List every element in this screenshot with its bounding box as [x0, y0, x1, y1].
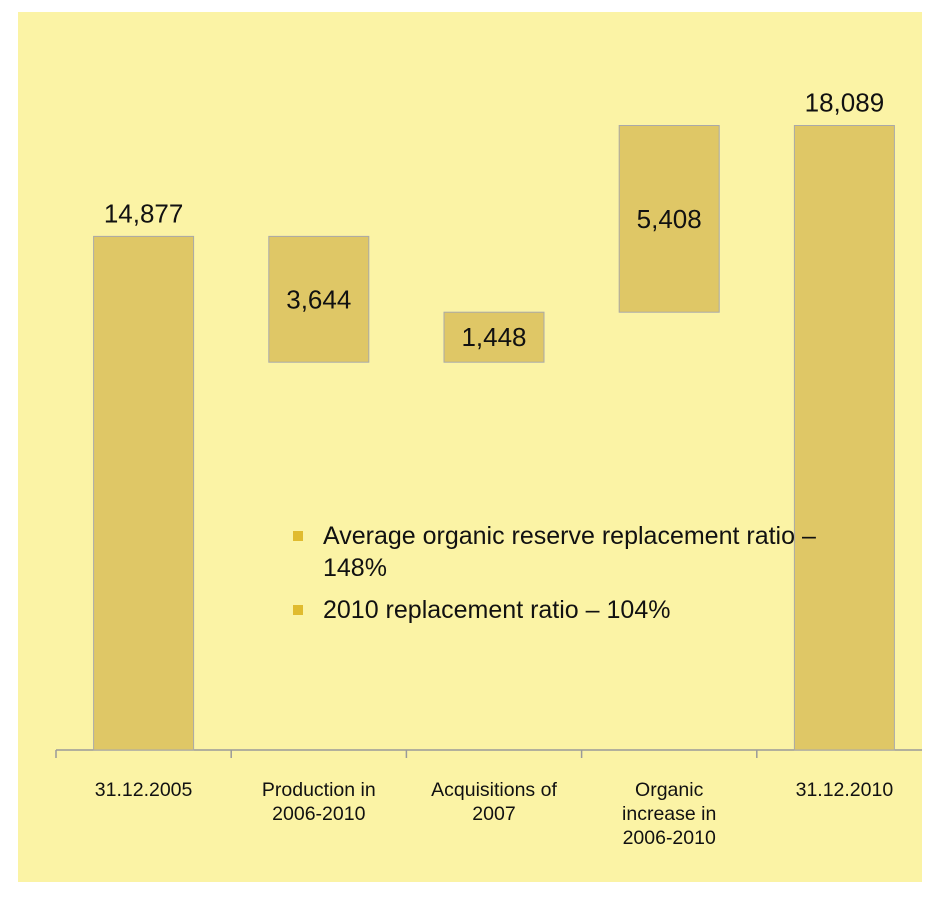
square-bullet-icon: [293, 531, 303, 541]
note-item: Average organic reserve replacement rati…: [293, 520, 853, 584]
data-label: 1,448: [461, 322, 526, 352]
data-label: 5,408: [637, 204, 702, 234]
bar: [268, 235, 370, 363]
x-tick-label: 31.12.2005: [95, 779, 193, 801]
data-label: 3,644: [286, 284, 351, 314]
bar: [793, 124, 895, 751]
x-tick-label: Organic increase in 2006-2010: [622, 779, 716, 849]
square-bullet-icon: [293, 605, 303, 615]
x-tick-label: Acquisitions of 2007: [431, 779, 557, 825]
note-text: 2010 replacement ratio – 104%: [323, 596, 671, 624]
chart-panel: 14,877 31.12.2005 3,644 Production in 2006-2…: [18, 12, 922, 882]
bar: [93, 235, 195, 751]
data-label: 14,877: [104, 198, 184, 228]
notes-list: Average organic reserve replacement rati…: [293, 520, 853, 636]
note-item: 2010 replacement ratio – 104%: [293, 594, 853, 626]
waterfall-chart: 14,877 31.12.2005 3,644 Production in 2006-2…: [55, 87, 922, 849]
note-text: Average organic reserve replacement rati…: [323, 522, 816, 582]
bar: [443, 311, 545, 363]
data-label: 18,089: [805, 87, 885, 117]
x-tick-label: 31.12.2010: [796, 779, 894, 801]
bar: [618, 124, 720, 313]
x-tick-label: Production in 2006-2010: [262, 779, 376, 825]
